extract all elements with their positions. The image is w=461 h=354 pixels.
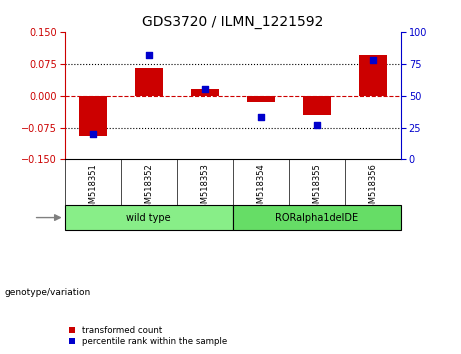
Point (369, 57, 377, 63)
Point (89, 131, 96, 137)
Text: GSM518355: GSM518355 (313, 163, 321, 214)
Point (145, 52, 152, 58)
Bar (303, 96, 331, 115)
Bar (233, 205, 401, 230)
Title: GDS3720 / ILMN_1221592: GDS3720 / ILMN_1221592 (142, 16, 324, 29)
Text: GSM518356: GSM518356 (368, 163, 378, 214)
Bar (65, 205, 233, 230)
Point (257, 115, 265, 120)
Text: genotype/variation: genotype/variation (5, 287, 91, 297)
Bar (191, 89, 219, 96)
Text: GSM518351: GSM518351 (88, 163, 97, 214)
Bar (359, 55, 387, 96)
Text: GSM518352: GSM518352 (144, 163, 153, 214)
Text: RORalpha1delDE: RORalpha1delDE (275, 212, 359, 223)
Text: GSM518353: GSM518353 (200, 163, 209, 214)
Bar (135, 68, 163, 96)
Point (313, 122, 321, 128)
Text: GSM518354: GSM518354 (256, 163, 266, 214)
Point (201, 86, 208, 92)
Bar (247, 96, 275, 102)
Text: wild type: wild type (126, 212, 171, 223)
Legend: transformed count, percentile rank within the sample: transformed count, percentile rank withi… (69, 326, 227, 346)
Bar (78, 96, 106, 136)
